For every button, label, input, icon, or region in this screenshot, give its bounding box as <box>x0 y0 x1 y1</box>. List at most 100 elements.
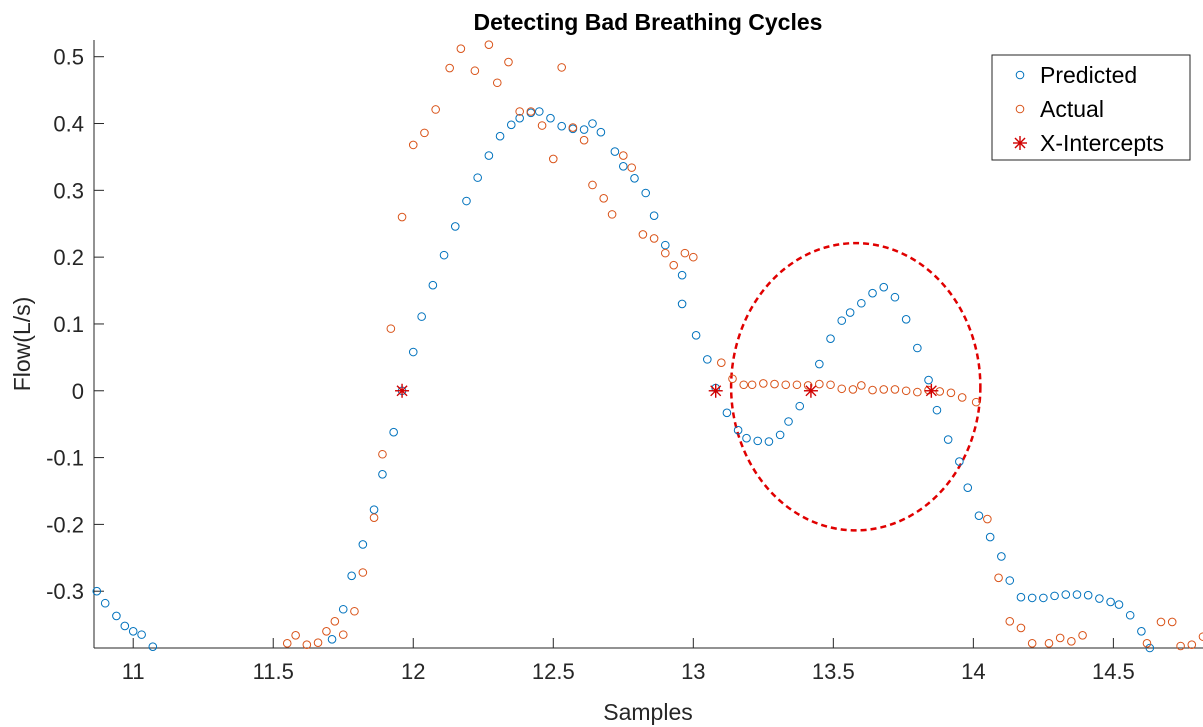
predicted-point <box>1106 597 1115 607</box>
predicted-point <box>378 469 387 479</box>
legend-marker <box>1015 70 1025 80</box>
actual-point <box>456 44 466 53</box>
predicted-point <box>515 113 524 123</box>
predicted-point <box>495 131 505 141</box>
predicted-point <box>815 359 824 369</box>
predicted-point <box>868 288 877 298</box>
predicted-point <box>128 626 138 636</box>
legend: Predicted Actual X-Intercepts <box>991 54 1191 161</box>
actual-point <box>759 379 768 388</box>
actual-point <box>913 387 922 397</box>
legend-label: Actual <box>1040 96 1104 122</box>
predicted-point <box>932 405 942 415</box>
x-intercepts-point <box>924 383 939 398</box>
actual-point <box>599 194 608 203</box>
actual-point <box>803 381 813 390</box>
plot-area: 0.5 0.4 0.3 0.2 0.1 0 -0.1 -0.2 -0.3 11 11.5 12 12.… <box>46 40 1203 684</box>
predicted-point <box>997 552 1006 561</box>
actual-point <box>358 568 368 577</box>
predicted-point <box>795 401 805 411</box>
predicted-point <box>753 436 763 446</box>
x-ticks: 11 11.5 12 12.5 13 13.5 14 14.5 <box>122 638 1135 684</box>
predicted-point <box>338 604 348 614</box>
actual-point <box>378 449 387 459</box>
series-x-intercepts <box>395 383 939 398</box>
annotations <box>729 241 982 532</box>
actual-point <box>504 57 513 67</box>
actual-point <box>330 616 340 626</box>
actual-point <box>445 63 454 73</box>
predicted-point <box>1095 594 1104 603</box>
series-layer <box>92 40 1203 653</box>
actual-point <box>515 107 524 116</box>
actual-point <box>1176 641 1185 651</box>
actual-point <box>408 140 418 150</box>
actual-point <box>837 384 847 394</box>
predicted-point <box>630 174 639 183</box>
predicted-point <box>428 280 438 290</box>
actual-point <box>689 252 698 262</box>
y-tick-label: -0.3 <box>46 579 84 604</box>
actual-point <box>313 638 323 647</box>
actual-point <box>369 513 379 523</box>
actual-point <box>649 234 659 243</box>
predicted-point <box>534 107 544 116</box>
predicted-point <box>148 642 158 651</box>
predicted-point <box>557 121 566 131</box>
x-tick-label: 14.5 <box>1092 659 1135 684</box>
y-axis-label: Flow(L/s) <box>9 297 35 392</box>
actual-point <box>322 626 331 636</box>
legend-marker <box>1015 104 1025 114</box>
actual-point <box>901 386 911 396</box>
y-tick-label: 0.3 <box>53 178 84 203</box>
predicted-point <box>473 173 482 182</box>
actual-point <box>994 573 1003 583</box>
predicted-point <box>408 347 418 357</box>
predicted-point <box>137 630 146 639</box>
actual-point <box>302 640 312 649</box>
highlight-ellipse <box>729 241 982 532</box>
predicted-point <box>358 540 368 549</box>
actual-point <box>431 105 440 114</box>
predicted-point <box>484 151 494 160</box>
actual-point <box>890 385 900 394</box>
legend-entry-x-intercepts: X-Intercepts <box>1013 130 1164 156</box>
x-tick-label: 13.5 <box>812 659 855 684</box>
actual-point <box>579 135 589 145</box>
predicted-point <box>837 316 847 325</box>
predicted-point <box>439 250 449 260</box>
actual-point <box>792 380 802 390</box>
actual-point <box>607 210 617 219</box>
predicted-point <box>985 532 995 542</box>
predicted-point <box>764 437 774 446</box>
predicted-point <box>775 430 785 440</box>
predicted-point <box>1083 590 1093 600</box>
actual-point <box>728 374 737 384</box>
actual-point <box>1055 633 1065 643</box>
actual-point <box>1187 640 1197 649</box>
legend-label: Predicted <box>1040 62 1137 88</box>
actual-point <box>781 380 791 390</box>
y-tick-label: -0.2 <box>46 512 84 537</box>
actual-point <box>484 40 494 49</box>
actual-point <box>1167 617 1177 627</box>
predicted-point <box>955 457 964 466</box>
predicted-point <box>417 312 426 321</box>
predicted-point <box>389 427 398 437</box>
predicted-point <box>596 127 606 137</box>
predicted-point <box>924 375 933 385</box>
predicted-point <box>120 621 130 631</box>
series-predicted <box>92 107 1155 653</box>
actual-point <box>526 107 536 116</box>
actual-point <box>397 212 407 222</box>
actual-point <box>680 248 690 258</box>
predicted-point <box>1061 590 1071 599</box>
x-intercepts-point <box>395 383 410 398</box>
predicted-point <box>506 120 516 130</box>
legend-items: Predicted Actual X-Intercepts <box>1013 62 1164 156</box>
x-tick-label: 12 <box>401 659 425 684</box>
predicted-point <box>112 611 121 621</box>
y-tick-label: 0 <box>72 379 84 404</box>
actual-point <box>350 606 359 616</box>
